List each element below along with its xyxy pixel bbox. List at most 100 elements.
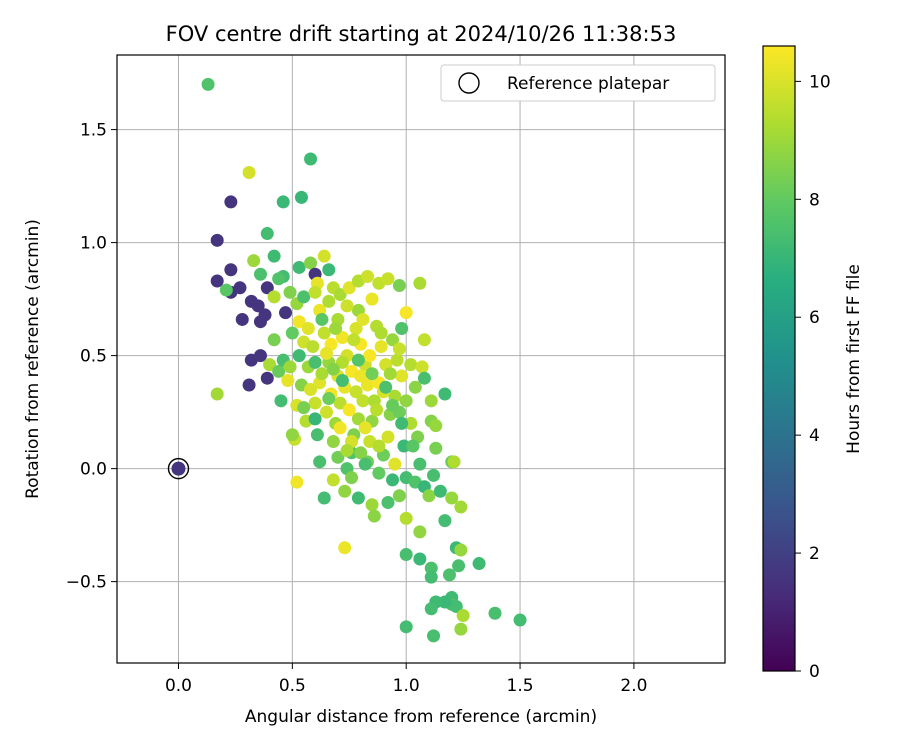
colorbar-gradient xyxy=(762,45,796,672)
data-point xyxy=(290,475,304,489)
data-point xyxy=(253,315,267,329)
data-point xyxy=(333,421,347,435)
data-point xyxy=(201,77,215,91)
data-point xyxy=(308,396,322,410)
data-point xyxy=(427,468,441,482)
x-axis-label: Angular distance from reference (arcmin) xyxy=(245,707,597,727)
data-point xyxy=(267,249,281,263)
data-point xyxy=(422,489,436,503)
data-point xyxy=(317,491,331,505)
data-point xyxy=(397,439,411,453)
data-point xyxy=(381,496,395,510)
data-point xyxy=(260,371,274,385)
data-point xyxy=(340,444,354,458)
data-point xyxy=(454,500,468,514)
data-point xyxy=(488,606,502,620)
data-point xyxy=(399,394,413,408)
data-point xyxy=(326,473,340,487)
data-point xyxy=(386,473,400,487)
data-point xyxy=(383,367,397,381)
data-point xyxy=(456,609,470,623)
data-point xyxy=(251,299,265,313)
data-point xyxy=(274,394,288,408)
data-point xyxy=(331,450,345,464)
data-point xyxy=(360,378,374,392)
data-point xyxy=(285,428,299,442)
data-point xyxy=(399,306,413,320)
scatter-points xyxy=(201,77,527,643)
data-point xyxy=(297,401,311,415)
data-point xyxy=(370,403,384,417)
data-point xyxy=(360,270,374,284)
data-point xyxy=(372,466,386,480)
data-point xyxy=(358,457,372,471)
reference-platepar-marker xyxy=(167,457,190,480)
x-tick-label: 0.0 xyxy=(165,676,192,696)
legend-box xyxy=(440,64,716,102)
data-point xyxy=(242,378,256,392)
data-point xyxy=(404,358,418,372)
data-point xyxy=(374,340,388,354)
colorbar-tick-label: 0 xyxy=(809,662,820,682)
data-point xyxy=(235,312,249,326)
x-tick-label: 1.0 xyxy=(393,676,420,696)
data-point xyxy=(347,333,361,347)
data-point xyxy=(363,349,377,363)
data-point xyxy=(454,543,468,557)
colorbar-tick-label: 8 xyxy=(809,190,820,210)
data-point xyxy=(452,559,466,573)
data-point xyxy=(283,285,297,299)
reference-point xyxy=(171,461,186,476)
data-point xyxy=(356,394,370,408)
y-tick-label: −0.5 xyxy=(66,573,107,593)
data-point xyxy=(356,312,370,326)
data-point xyxy=(263,358,277,372)
data-point xyxy=(379,380,393,394)
data-point xyxy=(424,561,438,575)
plot-area: 0.0 0.5 1.0 1.5 2.0 −0.5 0.0 0.5 1.0 1.5 xyxy=(66,54,726,696)
data-point xyxy=(513,613,527,627)
data-point xyxy=(386,398,400,412)
data-point xyxy=(447,455,461,469)
grid xyxy=(117,55,725,663)
data-point xyxy=(404,416,418,430)
data-point xyxy=(345,471,359,485)
data-point xyxy=(438,595,452,609)
data-point xyxy=(308,412,322,426)
data-point xyxy=(338,484,352,498)
data-point xyxy=(427,629,441,643)
data-point xyxy=(338,541,352,555)
data-point xyxy=(304,383,318,397)
data-point xyxy=(308,285,322,299)
data-point xyxy=(279,306,293,320)
colorbar-ticks: 0 2 4 6 8 10 xyxy=(795,72,831,682)
data-point xyxy=(310,428,324,442)
data-point xyxy=(445,491,459,505)
data-point xyxy=(317,326,331,340)
data-point xyxy=(386,333,400,347)
data-point xyxy=(301,321,315,335)
data-point xyxy=(374,326,388,340)
legend: Reference platepar xyxy=(440,64,716,102)
data-point xyxy=(272,364,286,378)
data-point xyxy=(342,281,356,295)
data-point xyxy=(292,315,306,329)
data-point xyxy=(449,599,463,613)
data-point xyxy=(322,392,336,406)
plot-frame xyxy=(116,54,726,664)
data-point xyxy=(372,439,386,453)
data-point xyxy=(333,396,347,410)
colorbar-tick-label: 2 xyxy=(809,544,820,564)
data-point xyxy=(253,267,267,281)
data-point xyxy=(322,294,336,308)
data-point xyxy=(315,367,329,381)
data-point xyxy=(417,371,431,385)
y-axis-label: Rotation from reference (arcmin) xyxy=(23,219,43,499)
data-point xyxy=(381,272,395,286)
data-point xyxy=(395,369,409,383)
data-point xyxy=(349,385,363,399)
y-tick-label: 1.5 xyxy=(80,121,107,141)
data-point xyxy=(395,416,409,430)
colorbar-label: Hours from first FF file xyxy=(844,264,864,454)
